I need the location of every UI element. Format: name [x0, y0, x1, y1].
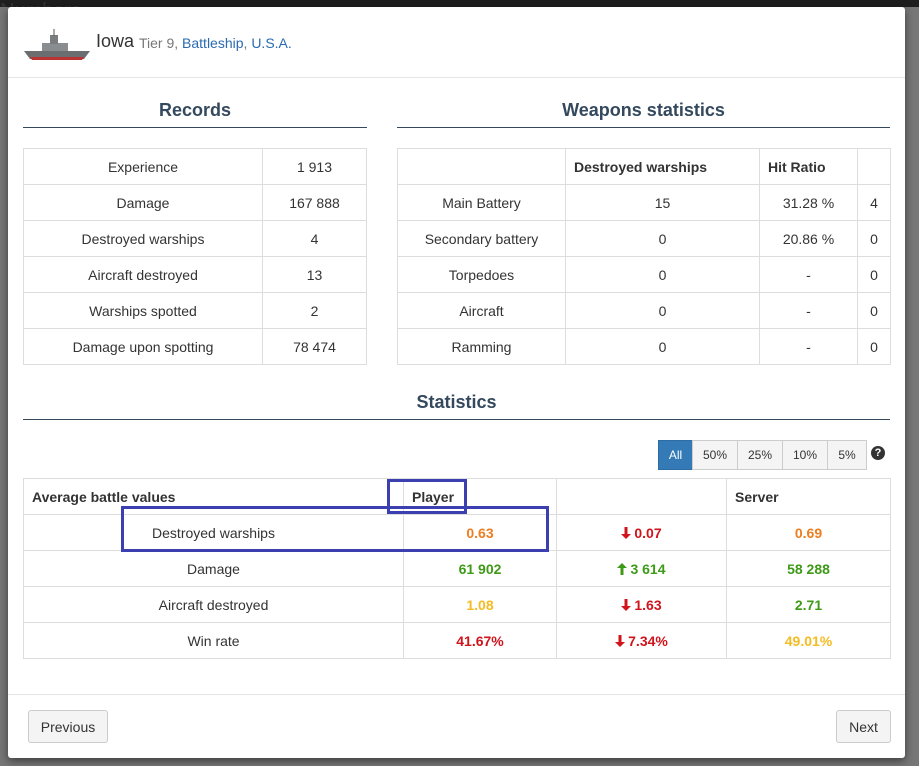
table-cell: 0	[857, 220, 891, 257]
table-cell: Warships spotted	[23, 292, 263, 329]
table-cell: 15	[565, 184, 760, 221]
table-cell: 1.08	[403, 586, 557, 623]
footer-divider	[8, 694, 905, 695]
previous-button[interactable]: Previous	[28, 710, 108, 743]
table-header: Server	[726, 478, 891, 515]
table-cell: 0	[857, 328, 891, 365]
table-cell: -	[759, 328, 858, 365]
annotation-box	[121, 506, 549, 552]
table-cell: 31.28 %	[759, 184, 858, 221]
filter-button[interactable]: 25%	[737, 440, 783, 470]
table-cell: Ramming	[397, 328, 566, 365]
table-cell: 61 902	[403, 550, 557, 587]
filter-button[interactable]: 5%	[827, 440, 867, 470]
table-cell: 2.71	[726, 586, 891, 623]
ship-info: Tier 9, Battleship, U.S.A.	[139, 35, 292, 51]
table-cell: 0	[565, 328, 760, 365]
diff-value: 3 614	[630, 560, 666, 577]
nav-brand: Numbers	[0, 0, 919, 7]
table-cell: -	[759, 292, 858, 329]
table-header: Destroyed warships	[565, 148, 760, 185]
separator: ,	[243, 35, 248, 51]
table-cell: 0	[565, 220, 760, 257]
table-cell: 1 913	[262, 148, 367, 185]
arrow-up	[617, 562, 628, 575]
table-cell: -	[759, 256, 858, 293]
table-cell: 13	[262, 256, 367, 293]
help-icon[interactable]: ?	[871, 446, 885, 460]
table-cell: 0	[565, 292, 760, 329]
title-underline	[23, 419, 890, 420]
table-cell: 167 888	[262, 184, 367, 221]
table-cell: Damage	[23, 184, 263, 221]
filter-button[interactable]: 10%	[782, 440, 828, 470]
table-cell: 2	[262, 292, 367, 329]
table-cell: Destroyed warships	[23, 220, 263, 257]
tier: Tier 9,	[139, 35, 179, 51]
header-divider	[8, 77, 905, 78]
table-cell: 0	[565, 256, 760, 293]
table-header: Hit Ratio	[759, 148, 858, 185]
table-cell: Win rate	[23, 622, 404, 659]
arrow-down	[621, 526, 632, 539]
table-cell: 4	[857, 184, 891, 221]
diff-value: 7.34%	[628, 632, 668, 649]
table-cell: Damage	[23, 550, 404, 587]
table-cell: Experience	[23, 148, 263, 185]
annotation-box	[387, 479, 467, 514]
table-cell: Torpedoes	[397, 256, 566, 293]
title-underline	[23, 127, 367, 128]
table-cell: 0	[857, 292, 891, 329]
next-button[interactable]: Next	[836, 710, 891, 743]
table-cell: 1.63	[556, 586, 727, 623]
top-nav: NumbersPlayersEventsLeaderboardWarshipsC…	[0, 0, 919, 7]
filter-button[interactable]: All	[658, 440, 693, 470]
table-cell: Aircraft destroyed	[23, 586, 404, 623]
table-header	[857, 148, 891, 185]
table-cell: 20.86 %	[759, 220, 858, 257]
table-cell: 58 288	[726, 550, 891, 587]
table-cell: 0.07	[556, 514, 727, 551]
table-cell: 0	[857, 256, 891, 293]
filter-button[interactable]: 50%	[692, 440, 738, 470]
arrow-down	[621, 598, 632, 611]
table-cell: Aircraft	[397, 292, 566, 329]
table-cell: 78 474	[262, 328, 367, 365]
table-header	[556, 478, 727, 515]
arrow-down	[615, 634, 626, 647]
table-cell: 4	[262, 220, 367, 257]
section-title: Statistics	[416, 392, 497, 412]
nation-link[interactable]: U.S.A.	[251, 35, 292, 51]
table-cell: 3 614	[556, 550, 727, 587]
diff-value: 0.07	[634, 524, 662, 541]
ship-name: Iowa	[96, 31, 135, 51]
table-cell: Aircraft destroyed	[23, 256, 263, 293]
diff-value: 1.63	[634, 596, 662, 613]
modal: Iowa Tier 9, Battleship, U.S.A. Records E…	[8, 7, 905, 758]
section-title: Records	[158, 100, 232, 120]
table-cell: Secondary battery	[397, 220, 566, 257]
table-cell: 7.34%	[556, 622, 727, 659]
ship-icon	[24, 29, 90, 60]
section-title: Weapons statistics	[562, 100, 725, 120]
table-cell: 49.01%	[726, 622, 891, 659]
table-header	[397, 148, 566, 185]
title-underline	[397, 127, 890, 128]
class-link[interactable]: Battleship	[182, 35, 244, 51]
table-cell: Damage upon spotting	[23, 328, 263, 365]
table-cell: 41.67%	[403, 622, 557, 659]
table-cell: 0.69	[726, 514, 891, 551]
table-cell: Main Battery	[397, 184, 566, 221]
